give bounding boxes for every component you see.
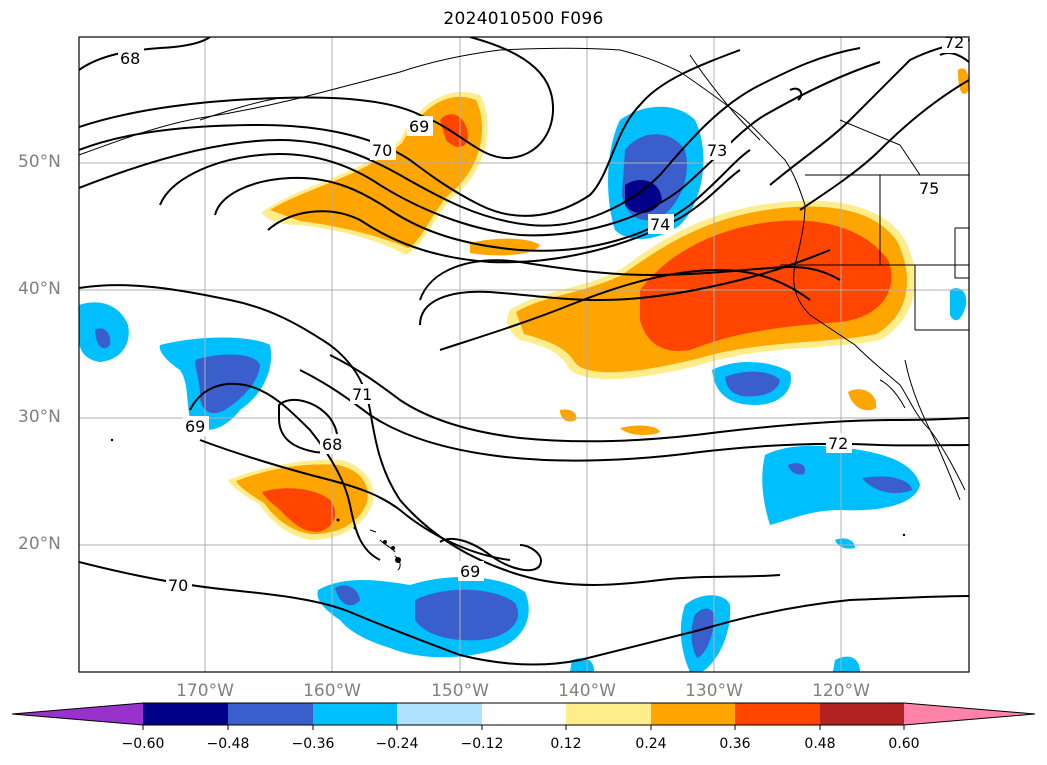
colorbar-tick-label: 0.60 [888,736,920,752]
contour-label: 72 [828,434,848,453]
contour-label: 70 [168,576,188,595]
colorbar-tick-label: 0.12 [550,736,582,752]
lat-label: 40°N [18,279,61,299]
coastlines [79,47,969,571]
lon-label: 140°W [558,681,616,701]
colorbar-tick-label: −0.12 [460,736,504,752]
colorbar-tick-label: −0.36 [291,736,335,752]
colorbar-tick-label: 0.48 [804,736,836,752]
contour-label: 68 [120,49,140,68]
map-frame [78,36,970,673]
lat-label: 20°N [18,534,61,554]
contour-label: 68 [322,435,342,454]
height-contours [79,37,969,666]
lon-label: 170°W [176,681,234,701]
colorbar-extend-high [904,703,1035,725]
contour-label: 75 [919,179,939,198]
colorbar [11,702,1036,730]
contour-label: 72 [944,33,964,52]
contour-label: 69 [185,417,205,436]
lon-label: 150°W [431,681,489,701]
colorbar-tick-label: 0.36 [719,736,751,752]
map-plot-area: 68 69 70 73 74 75 71 69 68 72 69 70 72 [79,33,969,672]
colorbar-tick-label: −0.48 [206,736,250,752]
lat-label: 30°N [18,407,61,427]
contour-label: 69 [409,117,429,136]
contour-label: 69 [460,562,480,581]
lat-label: 50°N [18,152,61,172]
colorbar-extend-low [12,703,143,725]
islands [110,438,906,563]
colorbar-tick-label: −0.24 [375,736,419,752]
contour-label: 74 [650,215,670,234]
contour-labels: 68 69 70 73 74 75 71 69 68 72 69 70 72 [118,33,968,595]
colorbar-tick-label: 0.24 [635,736,667,752]
contour-label: 73 [707,141,727,160]
map-title: 2024010500 F096 [443,9,604,29]
lon-label: 120°W [812,681,870,701]
colorbar-tick-label: −0.60 [121,736,165,752]
lon-label: 160°W [303,681,361,701]
contour-label: 70 [372,141,392,160]
contour-label: 71 [352,385,372,404]
lon-label: 130°W [685,681,743,701]
